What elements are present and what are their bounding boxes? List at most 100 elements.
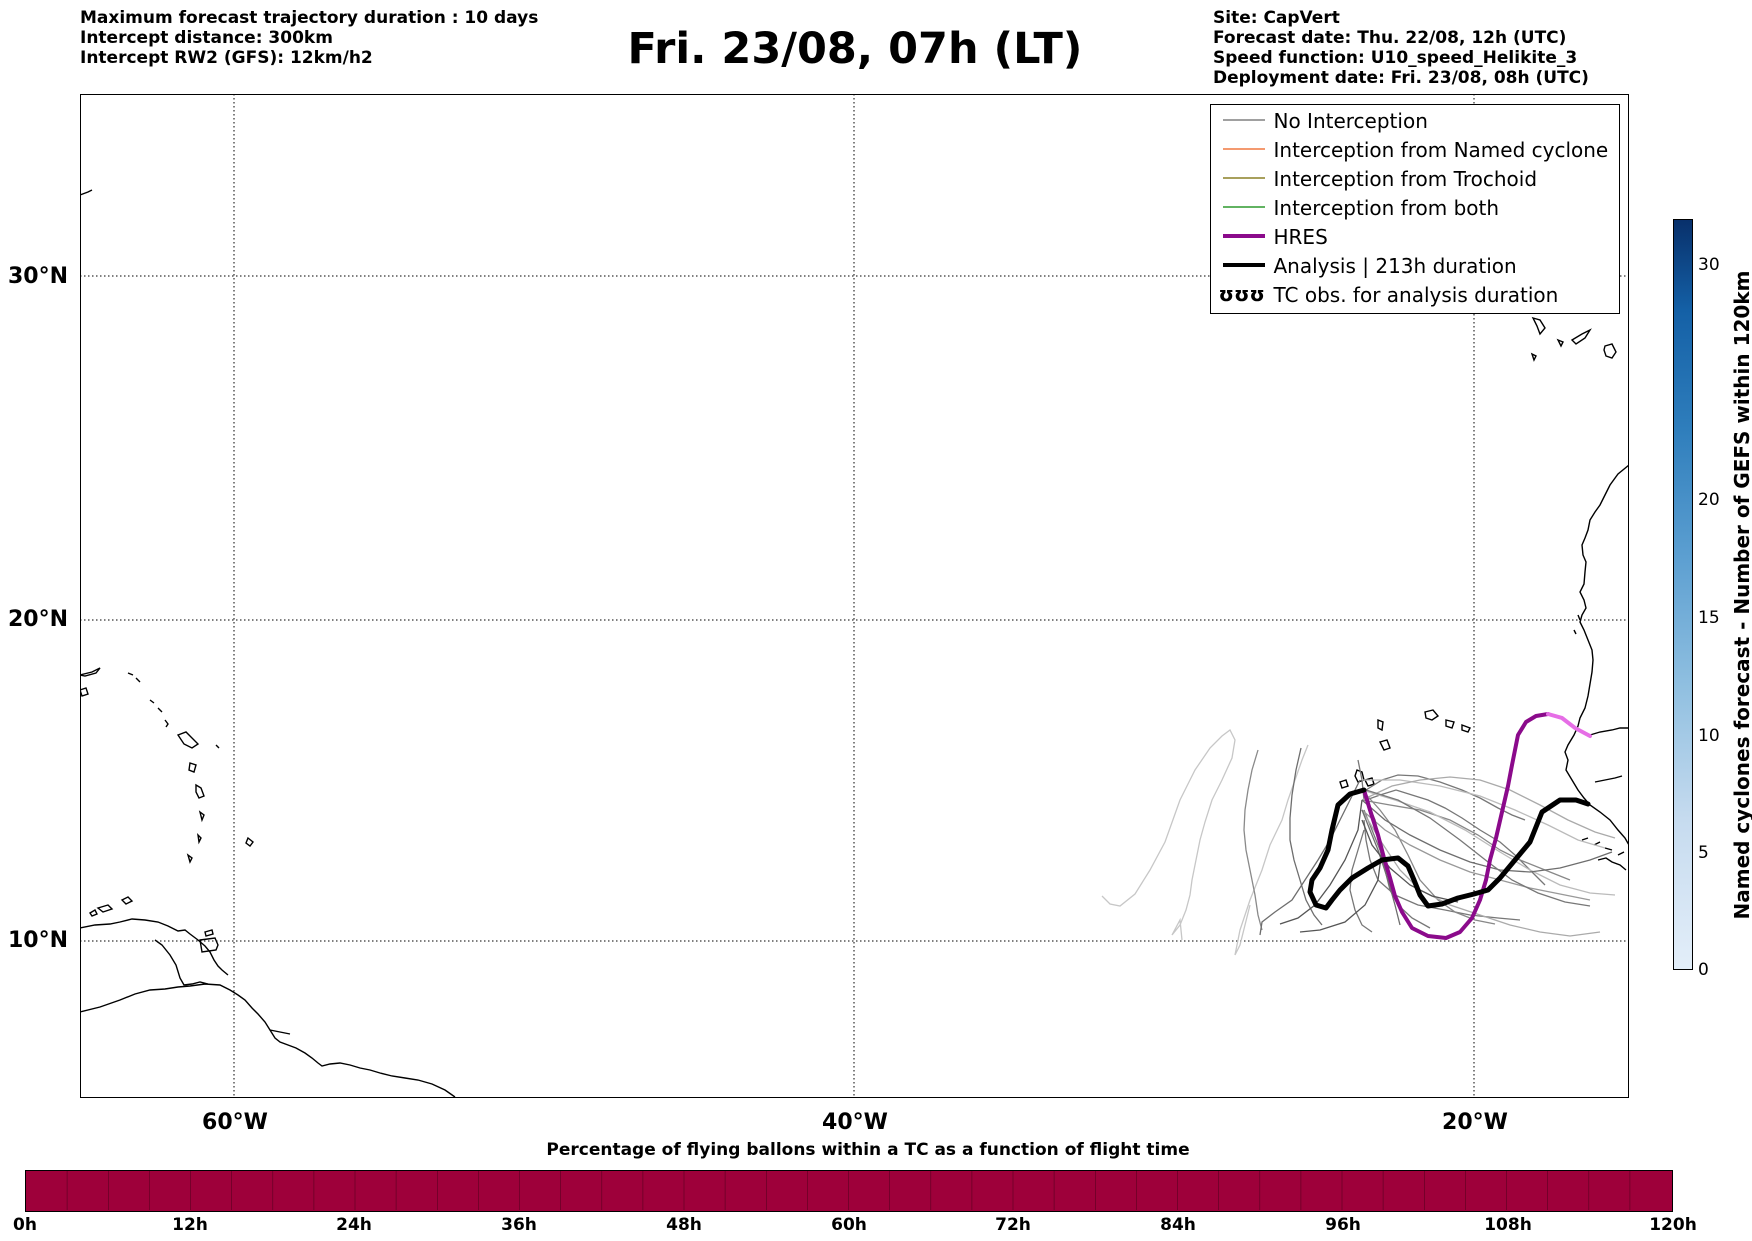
time-tick: 12h bbox=[172, 1215, 208, 1235]
map-title: Fri. 23/08, 07h (LT) bbox=[627, 24, 1083, 74]
leeward-islands-2 bbox=[163, 719, 169, 727]
south-america-coast bbox=[79, 982, 455, 1098]
site-info: Site: CapVert Forecast date: Thu. 22/08,… bbox=[1213, 8, 1589, 88]
trajectory-no-interception bbox=[1361, 799, 1612, 873]
paria-coast bbox=[154, 938, 208, 986]
time-tick: 36h bbox=[501, 1215, 537, 1235]
forecast-date-text: Forecast date: Thu. 22/08, 12h (UTC) bbox=[1213, 28, 1567, 48]
gambia-coast bbox=[1594, 774, 1622, 783]
legend-label: Interception from Named cyclone bbox=[1273, 137, 1609, 162]
tc-symbol-icon: ʊʊʊ bbox=[1218, 281, 1265, 306]
map-panel[interactable]: No Interception Interception from Named … bbox=[79, 93, 1629, 1098]
colorbar-label: Named cyclones forecast - Number of GEFS… bbox=[1730, 270, 1752, 920]
canary-islands bbox=[1530, 316, 1617, 362]
curacao-island bbox=[96, 903, 113, 913]
analysis-trajectory bbox=[1307, 787, 1590, 910]
trinidad-island bbox=[198, 936, 219, 953]
legend-line-black bbox=[1222, 262, 1265, 267]
time-tick: 84h bbox=[1160, 1215, 1196, 1235]
hres-trajectory bbox=[1361, 711, 1550, 940]
map-canvas bbox=[79, 93, 1629, 1098]
guinea-bissau-islands bbox=[1581, 836, 1624, 856]
margarita-island bbox=[120, 895, 133, 905]
legend-item-trochoid: Interception from Trochoid bbox=[1211, 164, 1619, 193]
time-tick: 60h bbox=[831, 1215, 867, 1235]
trajectory-no-interception bbox=[1360, 809, 1600, 937]
colorbar-tick: 30 bbox=[1698, 255, 1720, 275]
legend-label: Interception from both bbox=[1273, 195, 1500, 220]
legend-label: Interception from Trochoid bbox=[1273, 166, 1538, 191]
grenada bbox=[186, 852, 193, 864]
deployment-date-text: Deployment date: Fri. 23/08, 08h (UTC) bbox=[1213, 68, 1589, 88]
legend-line-orange bbox=[1222, 147, 1265, 150]
trajectory-no-interception bbox=[1258, 779, 1361, 935]
cape-verde-1 bbox=[1423, 708, 1439, 721]
cape-verde-2 bbox=[1444, 718, 1455, 729]
lat-label-10n: 10°N bbox=[8, 928, 69, 953]
cape-verde-7 bbox=[1338, 778, 1349, 789]
lon-label-40w: 40°W bbox=[822, 1110, 888, 1135]
cape-verde-5 bbox=[1378, 738, 1391, 751]
legend-item-both: Interception from both bbox=[1211, 193, 1619, 222]
puerto-rico bbox=[79, 666, 101, 677]
colorbar-tick: 20 bbox=[1698, 490, 1720, 510]
colorbar-gradient bbox=[1674, 220, 1692, 969]
lat-label-20n: 20°N bbox=[8, 607, 69, 632]
dominica bbox=[187, 761, 197, 773]
cape-verde-6 bbox=[1353, 768, 1365, 783]
intercept-distance-text: Intercept distance: 300km bbox=[80, 28, 333, 48]
guadeloupe bbox=[176, 730, 199, 749]
flight-time-bar-label: Percentage of flying ballons within a TC… bbox=[546, 1140, 1190, 1160]
ensemble-trajectories bbox=[1101, 728, 1615, 955]
trajectory-no-interception bbox=[1288, 747, 1323, 925]
flight-time-bar-ticks bbox=[66, 1171, 1631, 1210]
time-tick: 72h bbox=[995, 1215, 1031, 1235]
flight-time-bar bbox=[25, 1170, 1673, 1212]
lon-label-20w: 20°W bbox=[1442, 1110, 1508, 1135]
trajectory-no-interception bbox=[1361, 798, 1570, 881]
legend-line-purple bbox=[1222, 233, 1265, 238]
trajectory-no-interception bbox=[1101, 728, 1236, 940]
colorbar-tick: 10 bbox=[1698, 726, 1720, 746]
legend-label: Analysis | 213h duration bbox=[1273, 253, 1517, 278]
virgin-islands bbox=[127, 671, 140, 682]
colorbar-tick: 5 bbox=[1698, 843, 1709, 863]
guinea-coast-islands bbox=[1597, 856, 1626, 871]
time-tick: 24h bbox=[336, 1215, 372, 1235]
legend-line-gray bbox=[1222, 118, 1265, 121]
site-text: Site: CapVert bbox=[1213, 8, 1340, 28]
time-tick: 48h bbox=[666, 1215, 702, 1235]
time-tick: 0h bbox=[13, 1215, 37, 1235]
hres-trajectory-late bbox=[1545, 711, 1592, 738]
trajectory-no-interception bbox=[1348, 829, 1372, 933]
trajectory-no-interception bbox=[1361, 775, 1615, 839]
coastlines bbox=[79, 188, 1629, 1098]
legend-label: TC obs. for analysis duration bbox=[1273, 282, 1559, 307]
cape-verde-3 bbox=[1460, 723, 1471, 733]
time-tick: 120h bbox=[1649, 1215, 1697, 1235]
forecast-parameters: Maximum forecast trajectory duration : 1… bbox=[80, 8, 538, 68]
legend-item-hres: HRES bbox=[1211, 222, 1619, 251]
st-vincent bbox=[196, 832, 202, 844]
barbados bbox=[244, 836, 254, 847]
legend-item-tc-obs: ʊʊʊ TC obs. for analysis duration bbox=[1211, 280, 1619, 309]
antigua bbox=[215, 744, 219, 748]
guyana-coast bbox=[269, 1028, 290, 1035]
legend-item-analysis: Analysis | 213h duration bbox=[1211, 251, 1619, 280]
legend-label: HRES bbox=[1273, 224, 1328, 249]
trajectory-no-interception bbox=[1361, 778, 1605, 849]
tobago-island bbox=[203, 928, 214, 937]
colorbar-tick: 0 bbox=[1698, 960, 1709, 980]
lat-label-30n: 30°N bbox=[8, 264, 69, 289]
leeward-islands-1 bbox=[149, 698, 162, 712]
bermuda-area bbox=[79, 188, 92, 196]
trajectory-no-interception bbox=[1360, 809, 1401, 925]
trajectory-no-interception bbox=[1361, 788, 1615, 896]
named-cyclones-colorbar bbox=[1673, 219, 1693, 970]
legend-line-green bbox=[1222, 205, 1265, 208]
trajectory-no-interception bbox=[1279, 799, 1363, 925]
martinique bbox=[194, 783, 205, 799]
map-legend: No Interception Interception from Named … bbox=[1209, 103, 1620, 314]
trajectory-no-interception bbox=[1242, 749, 1263, 930]
africa-coast bbox=[1563, 463, 1629, 845]
